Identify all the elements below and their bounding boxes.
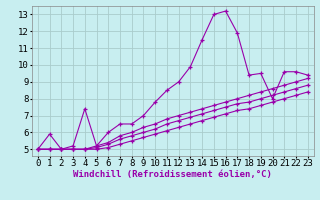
X-axis label: Windchill (Refroidissement éolien,°C): Windchill (Refroidissement éolien,°C) (73, 170, 272, 179)
